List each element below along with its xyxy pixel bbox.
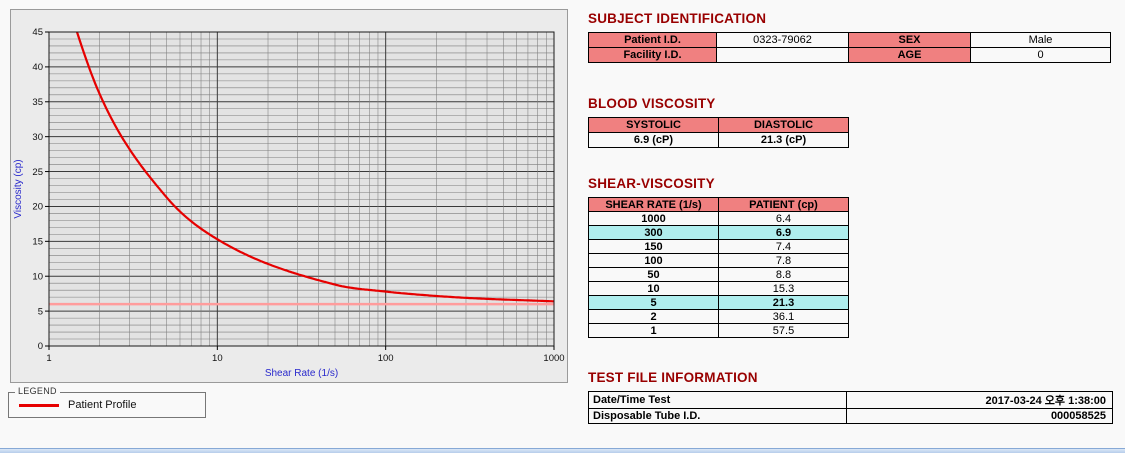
systolic-value: 6.9 (cP) [588, 132, 719, 148]
table-row: SYSTOLIC DIASTOLIC [588, 117, 849, 133]
shear-rate-cell: 300 [588, 225, 719, 240]
shear-viscosity-chart: 0 5 10 15 20 25 30 35 40 45 1 10 100 1000 Shear Rate (… [11, 10, 567, 382]
shear-viscosity-row: 5 21.3 [588, 295, 849, 310]
blood-viscosity-section: BLOOD VISCOSITY SYSTOLIC DIASTOLIC 6.9 (… [588, 96, 849, 148]
patient-viscosity-cell: 7.8 [718, 253, 849, 268]
patient-viscosity-cell: 21.3 [718, 295, 849, 310]
x-axis-title: Shear Rate (1/s) [265, 368, 338, 379]
shear-rate-cell: 1 [588, 323, 719, 338]
blood-viscosity-heading: BLOOD VISCOSITY [588, 96, 716, 111]
legend-title: LEGEND [15, 386, 60, 396]
test-file-information-heading: TEST FILE INFORMATION [588, 370, 758, 385]
y-tick-label: 35 [32, 97, 43, 108]
test-file-information-section: TEST FILE INFORMATION Date/Time Test 201… [588, 370, 1113, 424]
sex-label: SEX [848, 32, 971, 48]
patient-viscosity-cell: 6.9 [718, 225, 849, 240]
shear-rate-cell: 100 [588, 253, 719, 268]
x-tick-label: 1000 [543, 353, 564, 364]
patient-profile-curve [75, 32, 554, 303]
patient-profile-line-swatch [19, 403, 59, 407]
shear-rate-cell: 150 [588, 239, 719, 254]
y-tick-label: 25 [32, 167, 43, 178]
patient-viscosity-cell: 6.4 [718, 211, 849, 226]
table-row: Patient I.D. 0323-79062 SEX Male [588, 32, 1111, 48]
facility-id-value [716, 47, 849, 63]
sex-value: Male [970, 32, 1111, 48]
disposable-tube-id-value: 000058525 [846, 408, 1113, 424]
table-row: Disposable Tube I.D. 000058525 [588, 408, 1113, 424]
legend-series-label: Patient Profile [68, 399, 137, 411]
shear-viscosity-section: SHEAR-VISCOSITY SHEAR RATE (1/s) PATIENT… [588, 176, 849, 338]
y-tick-label: 40 [32, 62, 43, 73]
shear-viscosity-row: 50 8.8 [588, 267, 849, 282]
report-panel: SUBJECT IDENTIFICATION Patient I.D. 0323… [588, 8, 1116, 448]
table-row: Facility I.D. AGE 0 [588, 47, 1111, 63]
shear-rate-cell: 1000 [588, 211, 719, 226]
shear-rate-cell: 10 [588, 281, 719, 296]
y-tick-label: 0 [38, 341, 43, 352]
shear-rate-cell: 5 [588, 295, 719, 310]
facility-id-label: Facility I.D. [588, 47, 717, 63]
shear-viscosity-table: SHEAR RATE (1/s) PATIENT (cp) 1000 6.4 300… [588, 197, 849, 338]
legend-box: LEGEND Patient Profile [8, 386, 206, 418]
y-tick-label: 45 [32, 27, 43, 38]
subject-identification-heading: SUBJECT IDENTIFICATION [588, 11, 767, 26]
diastolic-value: 21.3 (cP) [718, 132, 849, 148]
shear-viscosity-heading: SHEAR-VISCOSITY [588, 176, 715, 191]
subject-identification-section: SUBJECT IDENTIFICATION Patient I.D. 0323… [588, 11, 1111, 63]
viscosity-chart-panel: 0 5 10 15 20 25 30 35 40 45 1 10 100 1000 Shear Rate (… [10, 9, 568, 383]
table-row: Date/Time Test 2017-03-24 오후 1:38:00 [588, 391, 1113, 409]
table-row: 6.9 (cP) 21.3 (cP) [588, 132, 849, 148]
blood-viscosity-table: SYSTOLIC DIASTOLIC 6.9 (cP) 21.3 (cP) [588, 117, 849, 148]
test-file-table: Date/Time Test 2017-03-24 오후 1:38:00 Dis… [588, 391, 1113, 424]
shear-viscosity-row: 100 7.8 [588, 253, 849, 268]
shear-viscosity-row: 10 15.3 [588, 281, 849, 296]
y-tick-label: 5 [38, 306, 43, 317]
disposable-tube-id-label: Disposable Tube I.D. [588, 408, 847, 424]
window-bottom-edge [0, 448, 1125, 453]
shear-viscosity-row: 150 7.4 [588, 239, 849, 254]
shear-rate-cell: 50 [588, 267, 719, 282]
x-tick-label: 100 [378, 353, 394, 364]
patient-viscosity-cell: 7.4 [718, 239, 849, 254]
subject-identification-table: Patient I.D. 0323-79062 SEX Male Facilit… [588, 32, 1111, 63]
y-tick-label: 15 [32, 237, 43, 248]
table-header-row: SHEAR RATE (1/s) PATIENT (cp) [588, 197, 849, 212]
diastolic-header: DIASTOLIC [718, 117, 849, 133]
y-axis-title: Viscosity (cp) [13, 159, 24, 218]
shear-viscosity-row: 1 57.5 [588, 323, 849, 338]
age-value: 0 [970, 47, 1111, 63]
shear-viscosity-row: 300 6.9 [588, 225, 849, 240]
shear-rate-cell: 2 [588, 309, 719, 324]
patient-id-label: Patient I.D. [588, 32, 717, 48]
patient-viscosity-cell: 8.8 [718, 267, 849, 282]
shear-viscosity-row: 2 36.1 [588, 309, 849, 324]
x-tick-label: 10 [212, 353, 223, 364]
patient-viscosity-cell: 57.5 [718, 323, 849, 338]
shear-rate-header: SHEAR RATE (1/s) [588, 197, 719, 212]
shear-viscosity-row: 1000 6.4 [588, 211, 849, 226]
date-time-test-label: Date/Time Test [588, 391, 847, 409]
plot-area [49, 32, 554, 346]
x-tick-label: 1 [46, 353, 51, 364]
patient-id-value: 0323-79062 [716, 32, 849, 48]
patient-viscosity-cell: 36.1 [718, 309, 849, 324]
y-tick-label: 30 [32, 132, 43, 143]
date-time-test-value: 2017-03-24 오후 1:38:00 [846, 391, 1113, 409]
patient-viscosity-cell: 15.3 [718, 281, 849, 296]
y-tick-label: 20 [32, 202, 43, 213]
systolic-header: SYSTOLIC [588, 117, 719, 133]
age-label: AGE [848, 47, 971, 63]
y-tick-label: 10 [32, 271, 43, 282]
legend-item-patient-profile: Patient Profile [9, 393, 205, 417]
patient-cp-header: PATIENT (cp) [718, 197, 849, 212]
